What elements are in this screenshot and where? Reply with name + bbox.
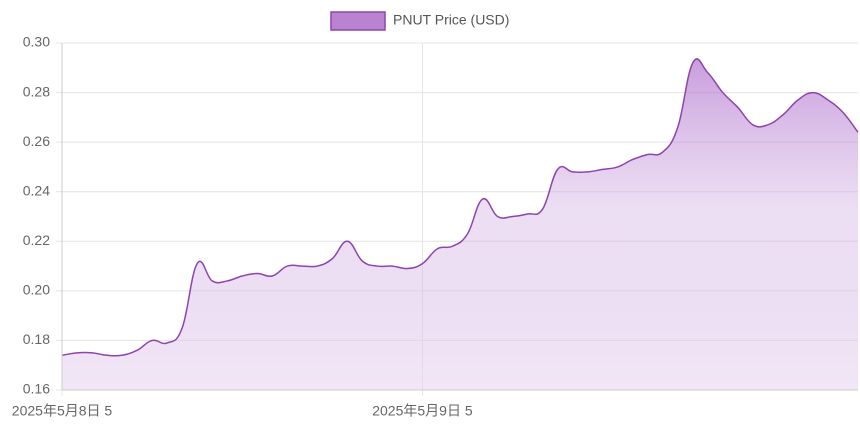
y-tick-label: 0.30 [23,34,50,50]
y-tick-label: 0.22 [23,232,50,248]
x-tick-label: 2025年5月8日 5 [12,403,113,419]
line [61,58,859,357]
y-tick-label: 0.28 [23,83,50,99]
legend-label: PNUT Price (USD) [393,12,509,28]
y-tick-label: 0.24 [23,182,50,198]
y-tick-label: 0.18 [23,331,50,347]
x-tick-label: 2025年5月9日 5 [372,403,473,419]
area-fill [62,58,858,391]
y-tick-label: 0.16 [23,381,50,397]
legend-swatch [330,11,386,31]
y-tick-label: 0.26 [23,133,50,149]
y-tick-label: 0.20 [23,282,50,298]
